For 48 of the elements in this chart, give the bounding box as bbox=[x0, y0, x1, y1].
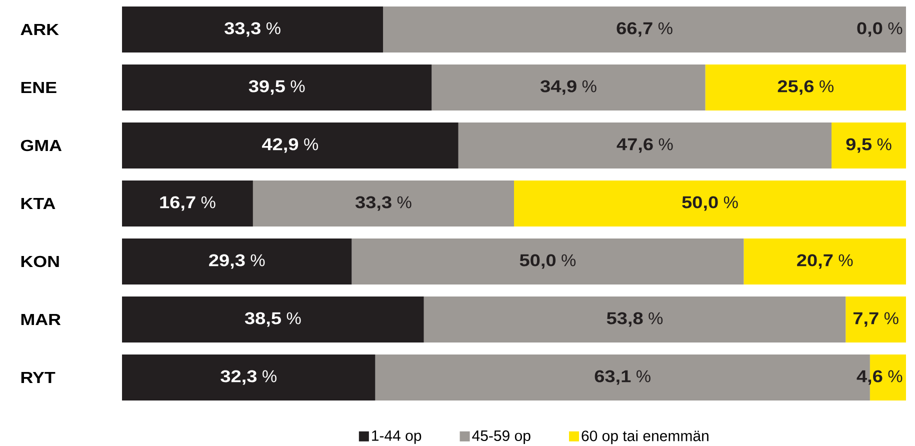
bar bbox=[744, 238, 906, 284]
data-label: 50,0 % bbox=[682, 196, 738, 211]
y-tick-label: KTA bbox=[21, 198, 56, 209]
y-tick-label: KON bbox=[21, 256, 59, 268]
data-label: 32,3 % bbox=[220, 370, 276, 385]
data-label: 20,7 % bbox=[797, 254, 853, 269]
data-label: 53,8 % bbox=[606, 312, 663, 327]
data-label: 25,6 % bbox=[778, 80, 834, 95]
data-label: 33,3 % bbox=[224, 22, 280, 37]
y-tick-label: RYT bbox=[21, 372, 56, 383]
legend-label: 60 op tai enemmän bbox=[582, 430, 708, 444]
bar bbox=[122, 64, 432, 110]
y-tick-label: MAR bbox=[21, 314, 61, 325]
bar bbox=[846, 296, 906, 342]
y-tick-label: ARK bbox=[20, 24, 59, 36]
legend-label: 1-44 op bbox=[372, 430, 422, 444]
data-label: 33,3 % bbox=[355, 196, 412, 211]
data-label: 39,5 % bbox=[248, 80, 305, 95]
y-tick-label: ENE bbox=[21, 82, 56, 94]
bar bbox=[432, 64, 706, 110]
data-label: 16,7 % bbox=[160, 196, 216, 211]
bar bbox=[122, 296, 424, 342]
data-label: 7,7 % bbox=[853, 312, 898, 327]
bar bbox=[122, 180, 253, 226]
bar bbox=[122, 6, 384, 53]
bar bbox=[458, 122, 832, 168]
bar bbox=[122, 122, 458, 168]
bar bbox=[832, 122, 906, 168]
y-tick-label: GMA bbox=[20, 140, 62, 152]
data-label: 38,5 % bbox=[244, 312, 301, 327]
bar bbox=[383, 6, 906, 53]
legend-label: 45-59 op bbox=[472, 430, 530, 444]
data-label: 66,7 % bbox=[616, 22, 672, 37]
data-label: 9,5 % bbox=[846, 138, 892, 153]
bar bbox=[122, 354, 376, 400]
data-label: 34,9 % bbox=[540, 80, 596, 95]
bar bbox=[424, 296, 846, 342]
bar bbox=[514, 180, 906, 226]
data-label: 0,0 % bbox=[857, 22, 902, 37]
data-label: 29,3 % bbox=[209, 254, 265, 269]
data-label: 50,0 % bbox=[520, 254, 576, 269]
data-label: 63,1 % bbox=[594, 370, 650, 385]
bar bbox=[252, 180, 514, 226]
data-label: 47,6 % bbox=[616, 138, 673, 153]
bar bbox=[122, 238, 352, 284]
data-label: 42,9 % bbox=[262, 138, 318, 153]
bar bbox=[705, 64, 906, 110]
bar bbox=[352, 238, 744, 284]
